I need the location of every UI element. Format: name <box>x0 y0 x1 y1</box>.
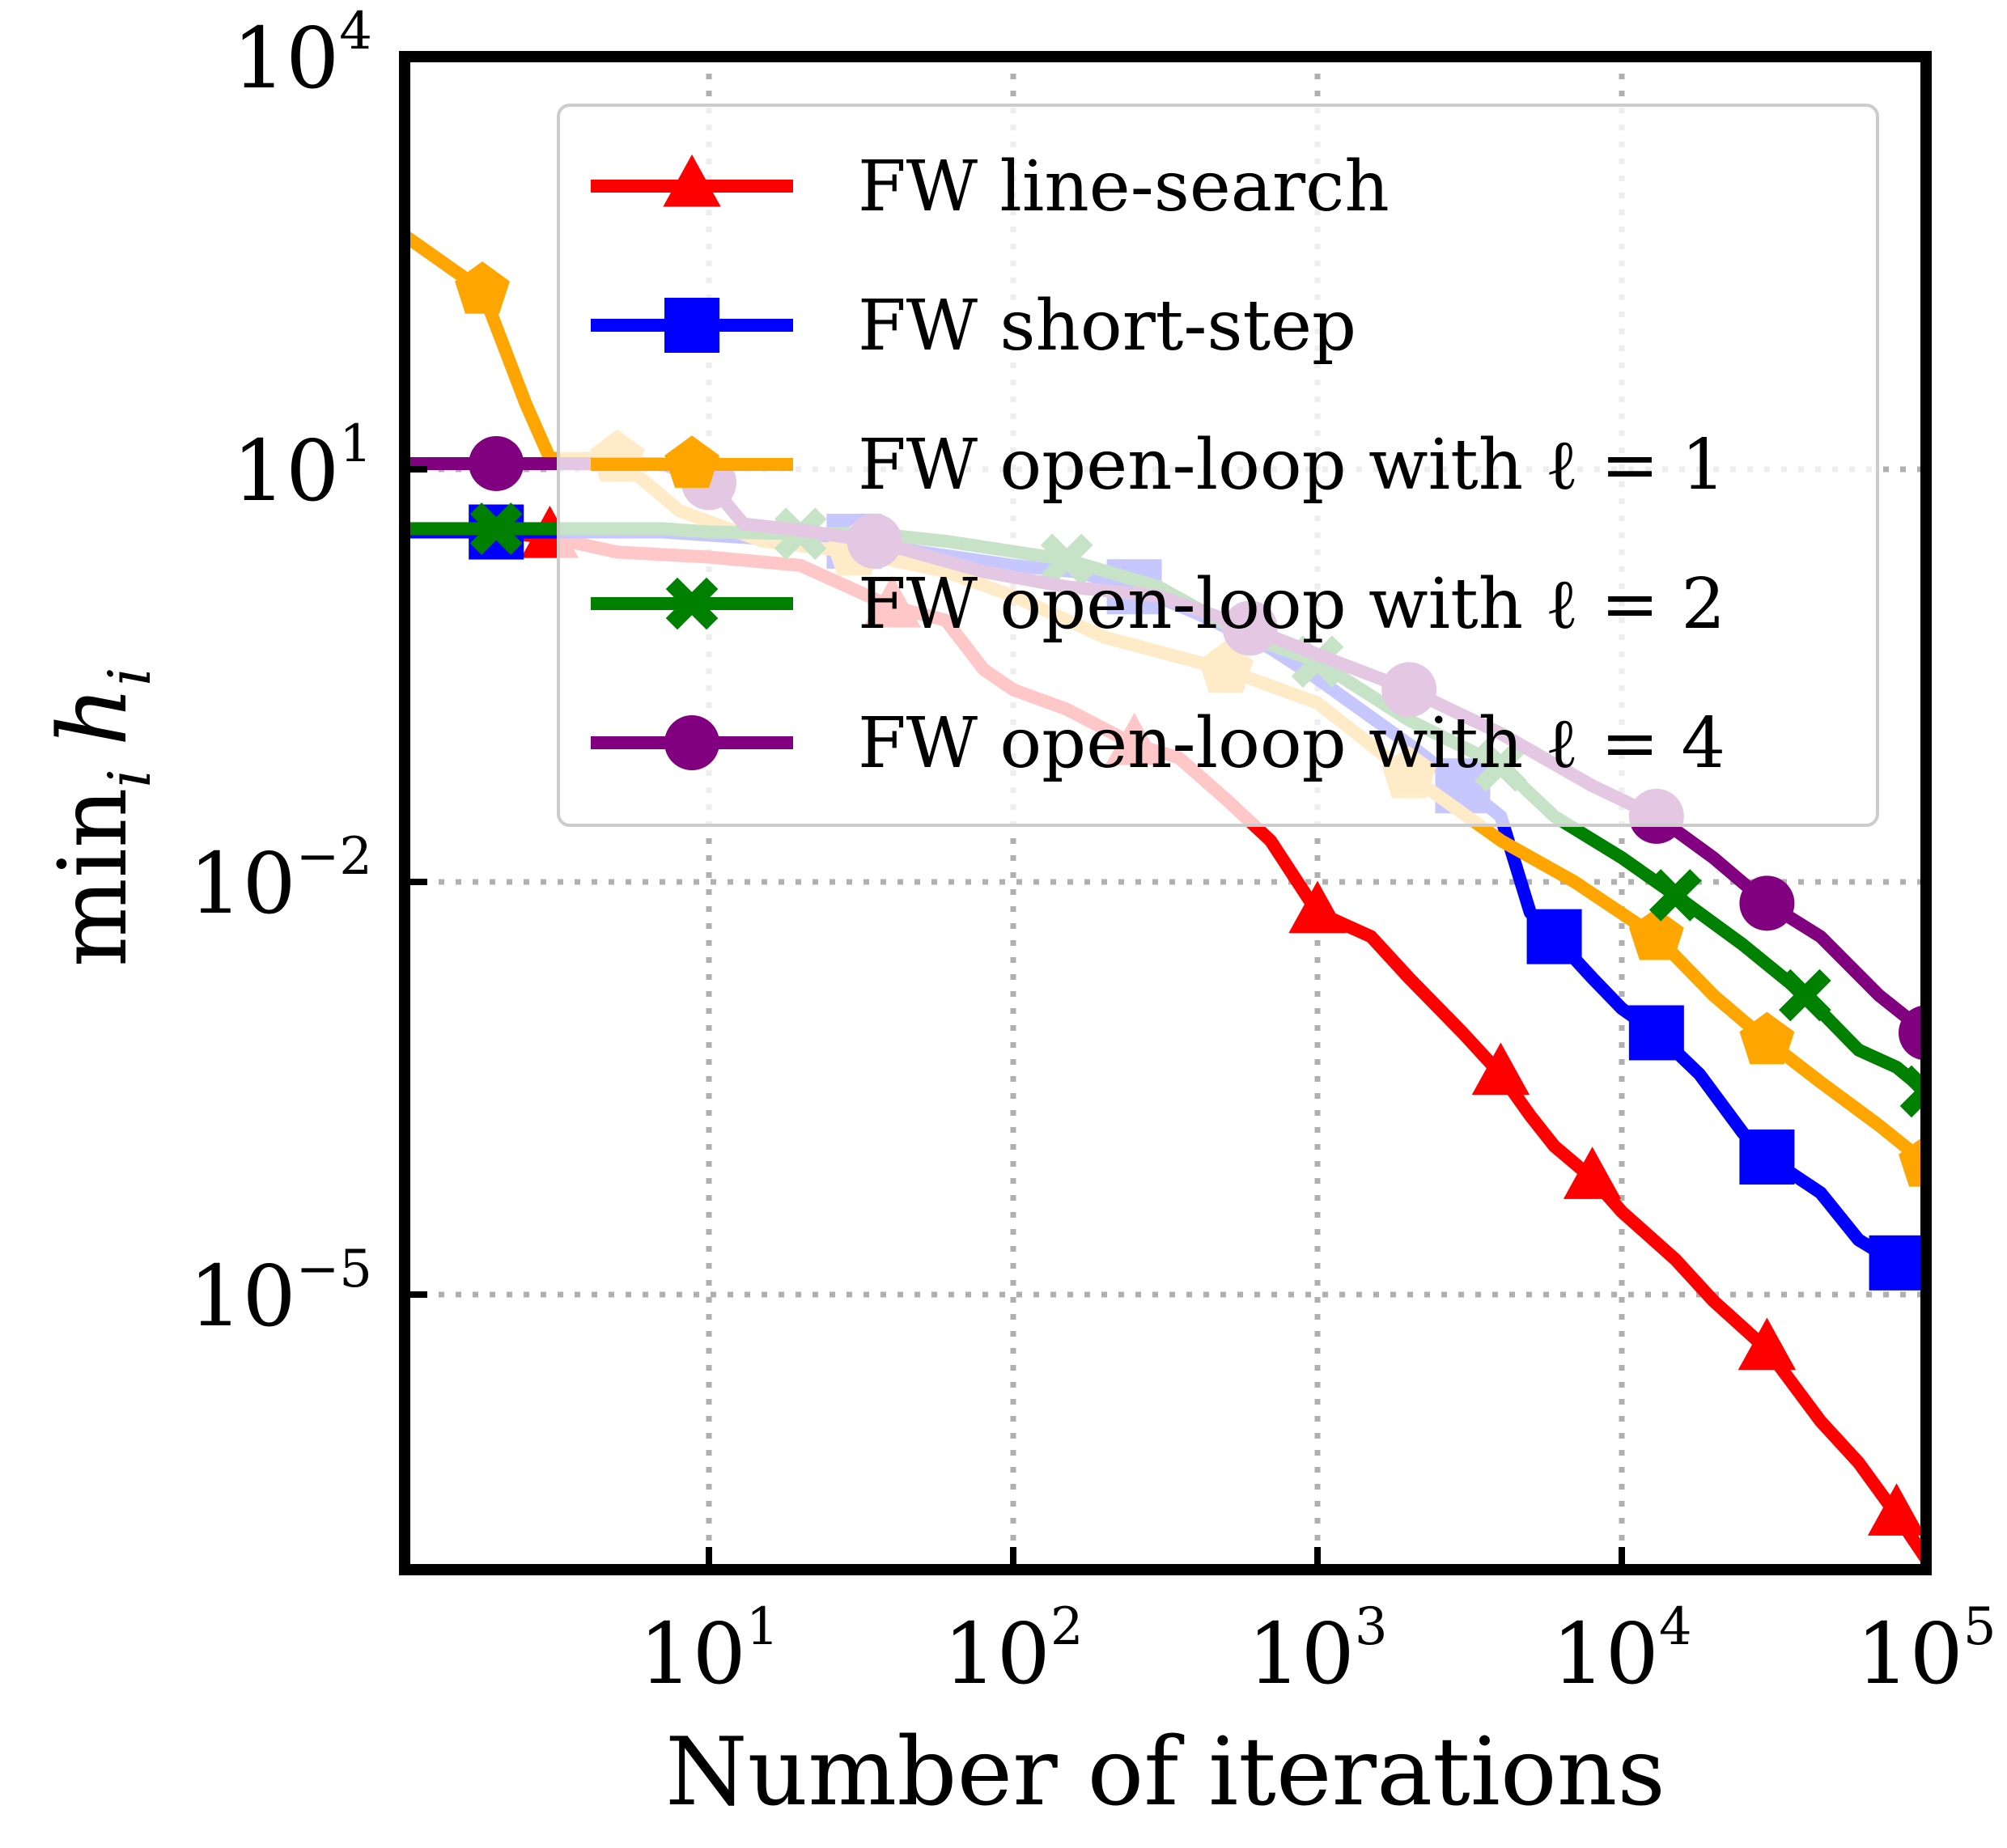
y-tick-label: 104 <box>232 2 372 108</box>
data-point <box>1779 969 1831 1022</box>
legend: FW line-search FW short-step FW open-loop … <box>557 104 1879 827</box>
data-point <box>1869 1235 1924 1291</box>
legend-label: FW short-step <box>858 286 1356 367</box>
legend-marker <box>665 577 719 630</box>
legend-entry: FW open-loop with ℓ = 2 <box>591 564 1725 645</box>
y-tick-label: 101 <box>232 414 372 520</box>
legend-marker <box>663 154 721 207</box>
data-point <box>1648 869 1702 922</box>
legend-marker <box>664 298 719 353</box>
legend-label: FW open-loop with ℓ = 2 <box>858 564 1725 645</box>
data-point <box>455 261 510 314</box>
data-point <box>1628 1005 1684 1061</box>
data-point <box>1739 1011 1795 1065</box>
y-tick-label: 10−5 <box>189 1240 372 1346</box>
data-point <box>469 502 523 555</box>
x-tick-label: 105 <box>1856 1597 1996 1703</box>
data-point <box>1738 1317 1797 1371</box>
data-point <box>1471 1042 1530 1096</box>
legend-label: FW line-search <box>858 146 1390 227</box>
x-tick-label: 104 <box>1551 1597 1691 1703</box>
legend-label: FW open-loop with ℓ = 1 <box>858 425 1725 506</box>
legend-entry: FW line-search <box>591 146 1390 227</box>
x-tick-labels: 101 102 103 104 105 <box>639 1597 1996 1703</box>
data-point <box>1526 909 1582 964</box>
data-point <box>469 435 524 491</box>
data-point <box>1899 1134 1926 1187</box>
data-point <box>1288 880 1347 934</box>
data-point <box>1867 1483 1926 1536</box>
y-axis-label: minihi <box>39 668 163 968</box>
y-tick-label: 10−2 <box>189 827 372 933</box>
legend-marker <box>664 715 719 770</box>
legend-label: FW open-loop with ℓ = 4 <box>858 703 1725 784</box>
data-point <box>1899 1005 1926 1061</box>
plot-frame <box>399 51 1932 1575</box>
legend-entry: FW open-loop with ℓ = 1 <box>591 425 1725 506</box>
data-point <box>1739 875 1795 931</box>
legend-entry: FW open-loop with ℓ = 4 <box>591 703 1725 784</box>
x-tick-label: 101 <box>639 1597 779 1703</box>
data-point <box>1628 907 1684 960</box>
x-tick-label: 102 <box>943 1597 1083 1703</box>
x-tick-label: 103 <box>1247 1597 1387 1703</box>
data-point <box>1899 1065 1926 1118</box>
data-point <box>1563 1147 1622 1199</box>
x-axis-label: Number of iterations <box>665 1718 1665 1827</box>
y-tick-labels: 104 101 10−2 10−5 <box>189 2 372 1346</box>
legend-box <box>557 104 1879 827</box>
legend-entry: FW short-step <box>591 286 1356 367</box>
grid-lines <box>405 57 1926 1570</box>
data-point <box>1739 1130 1795 1185</box>
legend-marker <box>664 435 719 488</box>
